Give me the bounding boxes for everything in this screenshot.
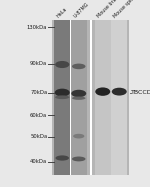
Bar [71,20,87,175]
Ellipse shape [95,88,110,96]
Ellipse shape [72,96,86,100]
Text: HeLa: HeLa [56,6,68,19]
Bar [54,20,70,175]
Text: 50kDa: 50kDa [30,134,47,139]
Text: TBCCD1: TBCCD1 [131,90,150,95]
Ellipse shape [73,134,84,138]
Ellipse shape [112,88,127,96]
Text: 70kDa: 70kDa [30,90,47,95]
Ellipse shape [55,89,70,96]
Text: 40kDa: 40kDa [30,159,47,164]
Ellipse shape [55,61,69,68]
Text: Mouse spleen: Mouse spleen [113,0,140,19]
Ellipse shape [72,64,86,69]
Text: 90kDa: 90kDa [30,61,47,66]
Text: Mouse brain: Mouse brain [96,0,121,19]
Ellipse shape [55,95,69,99]
Text: U-87MG: U-87MG [72,1,90,19]
Bar [111,20,127,175]
Bar [90,20,92,175]
Bar [129,20,130,175]
Bar [51,20,52,175]
Bar [95,20,111,175]
Ellipse shape [71,90,86,97]
Ellipse shape [56,155,69,161]
Ellipse shape [72,157,86,161]
Text: 130kDa: 130kDa [27,25,47,30]
Bar [52,20,130,175]
Bar [70,20,71,175]
Text: 60kDa: 60kDa [30,113,47,117]
